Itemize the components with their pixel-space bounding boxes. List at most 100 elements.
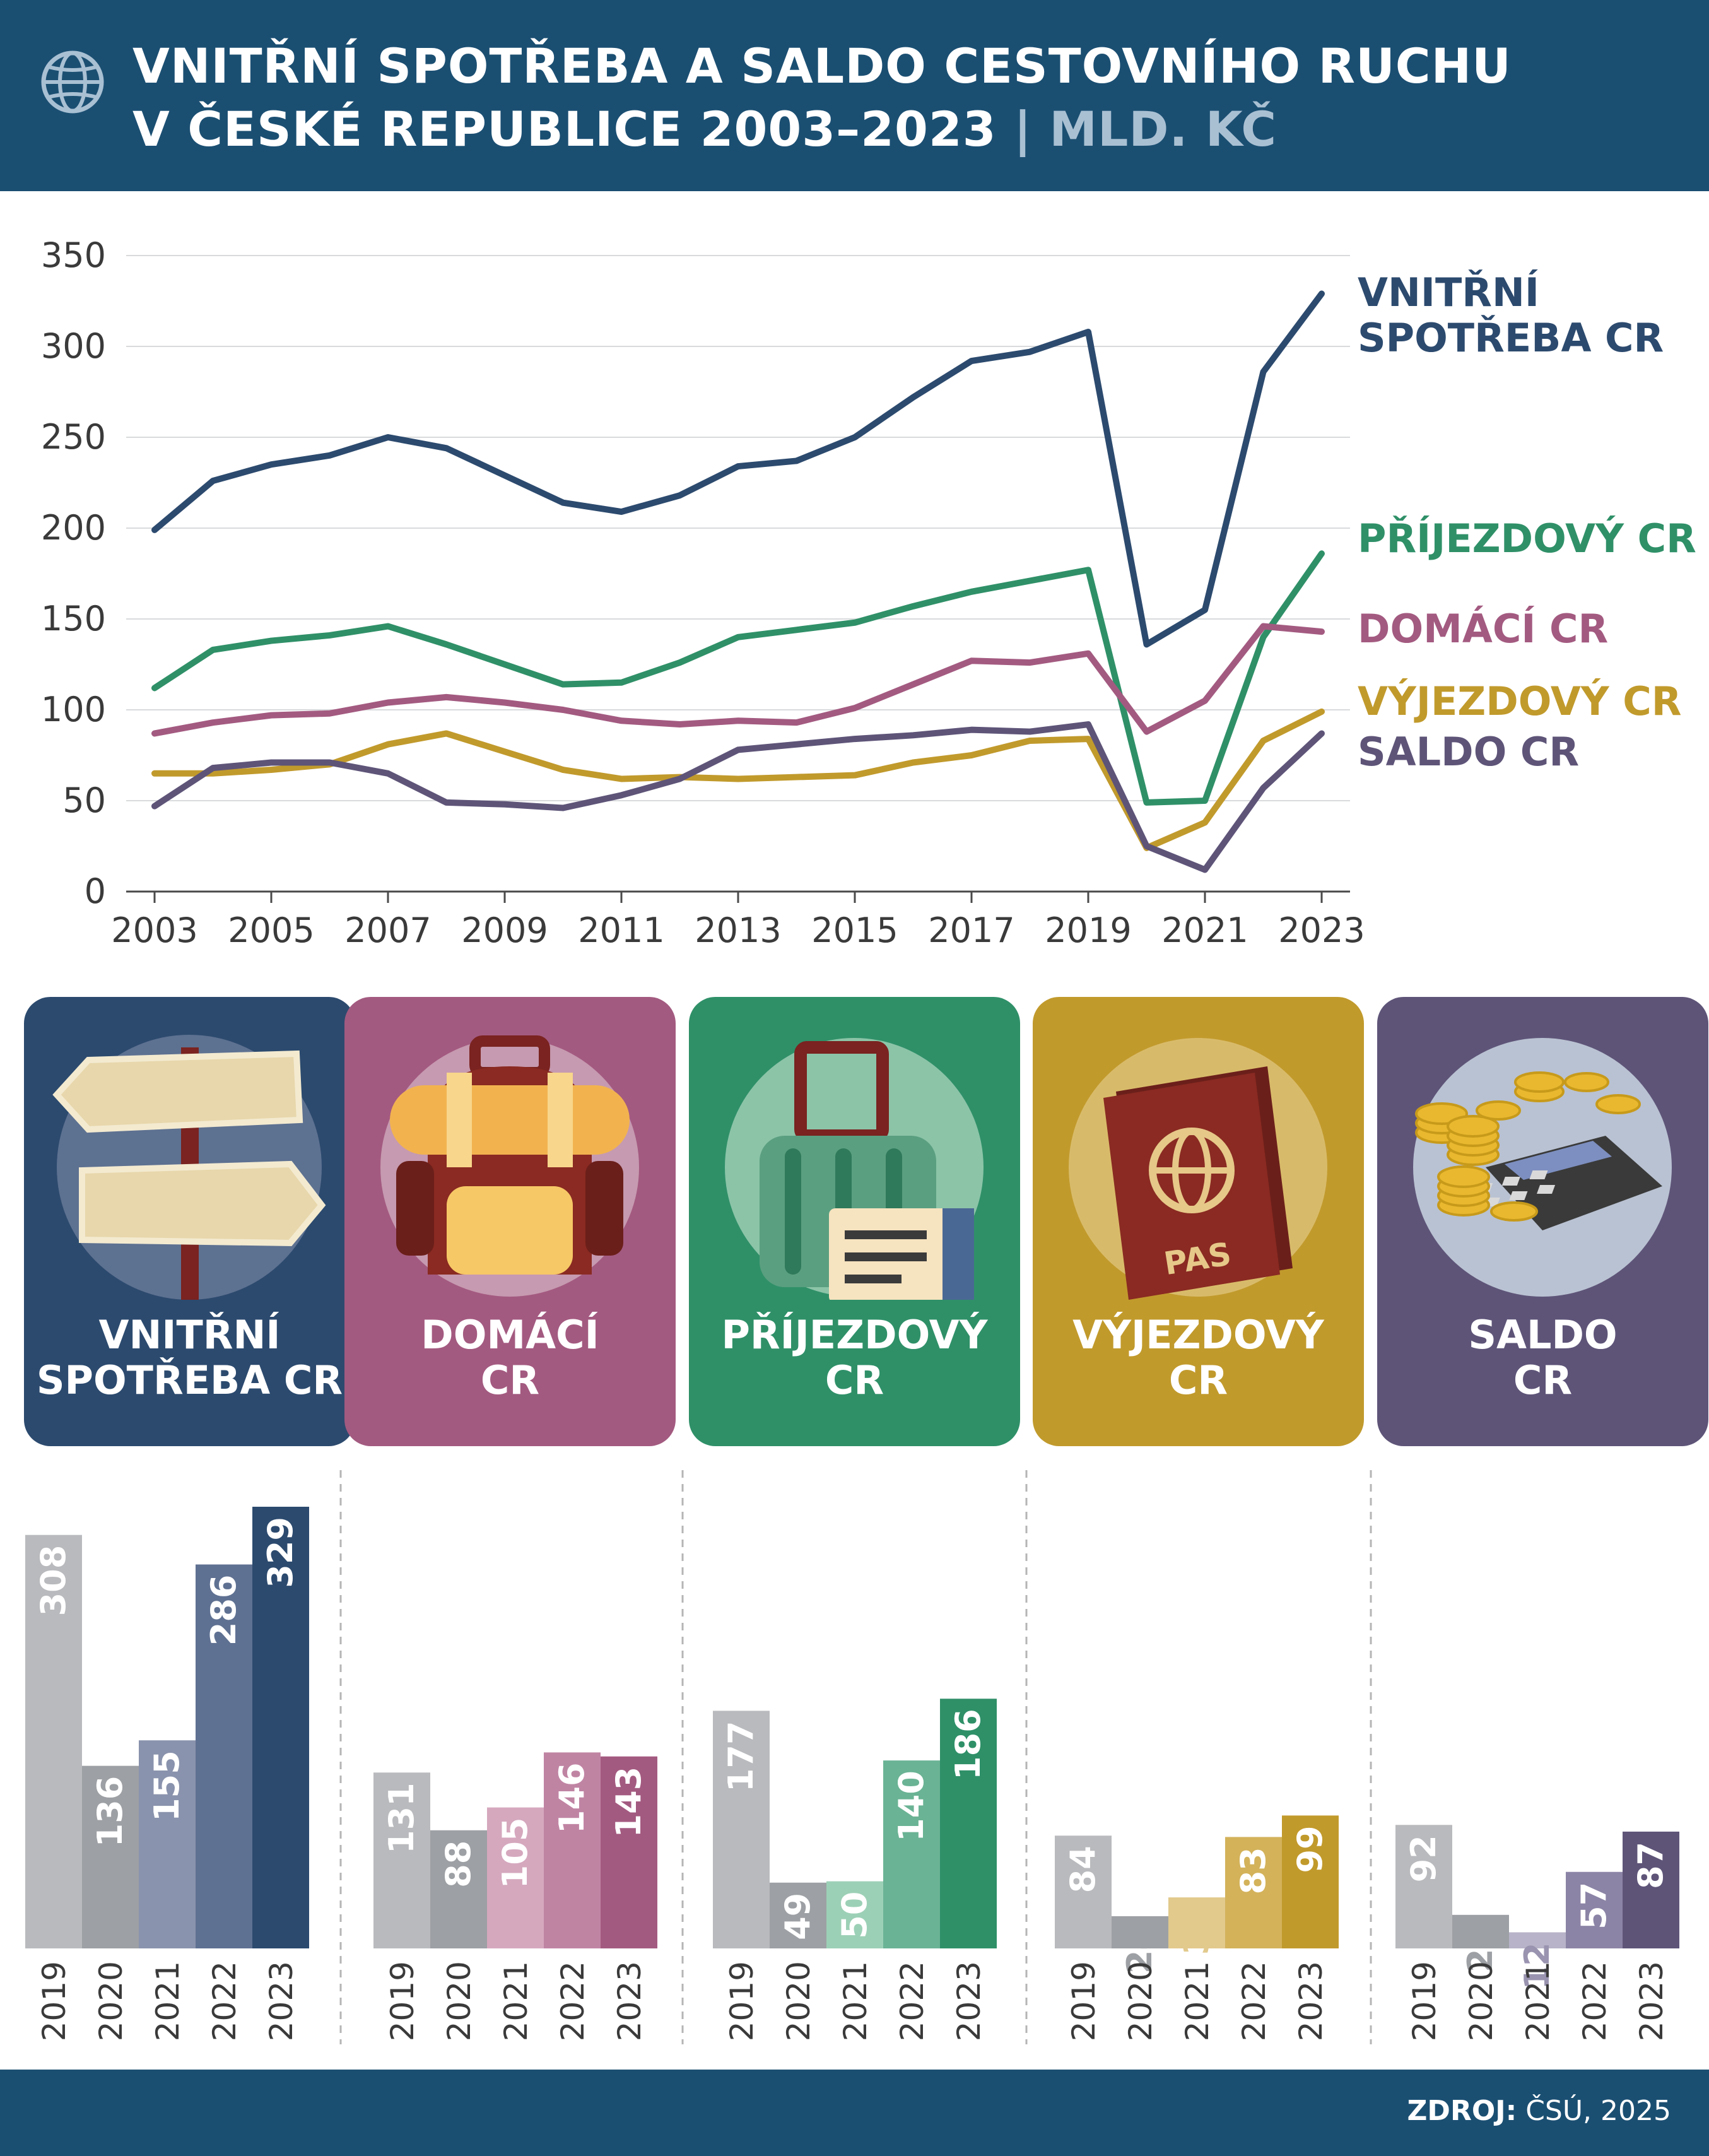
card-label-line1: DOMÁCÍ — [421, 1312, 599, 1358]
bar-value-label: 308 — [33, 1545, 73, 1617]
y-tick-label: 50 — [62, 781, 106, 820]
bar-value-label: 12 — [1517, 1942, 1557, 1989]
bar — [1225, 1837, 1282, 1948]
card-label: SALDO CR — [1377, 1312, 1708, 1403]
legend-label-saldo: SALDO CR — [1358, 729, 1579, 775]
bar-value-label: 92 — [1404, 1835, 1443, 1882]
card-label: PŘÍJEZDOVÝ CR — [689, 1312, 1020, 1403]
card-label-line2: CR — [480, 1357, 540, 1403]
x-tick-label: 2019 — [1045, 910, 1131, 950]
bar-category-label: 2021 — [150, 1961, 186, 2041]
bar-category-label: 2023 — [1293, 1961, 1329, 2041]
bar-category-label: 2022 — [206, 1961, 243, 2041]
bar-value-label: 99 — [1290, 1825, 1330, 1873]
bar-value-label: 88 — [438, 1841, 478, 1888]
bar-group-1: 308 2019 136 2020 155 2021 286 2022 329 2023 — [25, 1507, 309, 2041]
bar-value-label: 105 — [495, 1818, 535, 1889]
bar-value-label: 140 — [891, 1770, 931, 1842]
bar — [25, 1535, 82, 1948]
bar — [1055, 1835, 1112, 1948]
card-label-line2: CR — [825, 1357, 884, 1403]
source-note: ZDROJ: ČSÚ, 2025 — [1407, 2095, 1671, 2127]
bar-value-label: 131 — [382, 1782, 421, 1854]
bar — [1623, 1831, 1679, 1948]
bar-value-label: 136 — [90, 1776, 130, 1847]
bar — [826, 1881, 883, 1948]
y-tick-label: 150 — [41, 599, 106, 639]
passport-icon: PAS — [1069, 1038, 1327, 1300]
bar-value-label: 146 — [552, 1762, 592, 1834]
x-tick-label: 2023 — [1278, 910, 1365, 950]
bar — [713, 1711, 770, 1948]
y-tick-label: 200 — [41, 508, 106, 548]
bar-charts: 308 2019 136 2020 155 2021 286 2022 329 2023 131 20… — [25, 1470, 1679, 2044]
bar-group-3: 177 2019 49 2020 50 2021 140 2022 186 2023 — [713, 1699, 997, 2041]
card-label-line1: VÝJEZDOVÝ — [1072, 1312, 1324, 1358]
bar — [883, 1760, 940, 1948]
bar-category-label: 2022 — [894, 1961, 931, 2041]
bar-group-2: 131 2019 88 2020 105 2021 146 2022 143 2023 — [373, 1752, 657, 2041]
legend-label-prijezdovy: PŘÍJEZDOVÝ CR — [1358, 515, 1696, 562]
bar-category-label: 2022 — [1236, 1961, 1272, 2041]
legend-label-vyjezdovy: VÝJEZDOVÝ CR — [1358, 678, 1681, 724]
x-tick-label: 2021 — [1161, 910, 1248, 950]
bar-value-label: 25 — [1460, 1925, 1500, 1972]
card-label-line2: CR — [1513, 1357, 1573, 1403]
bar-chart-dividers — [339, 1470, 1372, 2044]
bar — [373, 1772, 430, 1948]
bar-category-label: 2019 — [1066, 1961, 1102, 2041]
bar-chart-groups: 308 2019 136 2020 155 2021 286 2022 329 2023 131 20… — [25, 1507, 1679, 2041]
card-domaci: DOMÁCÍ CR — [344, 997, 676, 1446]
title-line-2: V ČESKÉ REPUBLICE 2003–2023 | MLD. KČ — [132, 98, 1512, 161]
series-line-prijezdovy — [151, 550, 1325, 806]
card-label: DOMÁCÍ CR — [344, 1312, 676, 1403]
bar-value-label: 24 — [1120, 1926, 1160, 1974]
card-prijezdovy: PŘÍJEZDOVÝ CR — [689, 997, 1020, 1446]
source-value: ČSÚ, 2025 — [1517, 2095, 1671, 2127]
coins-calculator-icon — [1413, 1038, 1672, 1297]
bar-value-label: 83 — [1233, 1847, 1273, 1894]
line-chart-y-ticks: 0 50 100 150 200 250 300 350 — [41, 235, 106, 911]
bar-value-label: 87 — [1631, 1842, 1671, 1889]
bar-category-label: 2020 — [93, 1961, 129, 2041]
bar — [770, 1882, 826, 1948]
bar-value-label: 186 — [948, 1709, 988, 1780]
bar — [252, 1507, 309, 1948]
bar-value-label: 84 — [1063, 1846, 1103, 1893]
bar-category-label: 2022 — [555, 1961, 591, 2041]
card-vnitrni: VNITŘNÍ SPOTŘEBA CR — [24, 997, 355, 1446]
bar-category-label: 2023 — [263, 1961, 300, 2041]
suitcase-ticket-icon — [725, 1038, 984, 1300]
bar-value-label: 155 — [147, 1750, 187, 1822]
bar-value-label: 50 — [835, 1892, 874, 1939]
bar — [139, 1740, 196, 1948]
bar-value-label: 38 — [1177, 1907, 1216, 1955]
title-line-1: VNITŘNÍ SPOTŘEBA A SALDO CESTOVNÍHO RUCH… — [132, 38, 1512, 94]
x-tick-label: 2005 — [228, 910, 314, 950]
bar-category-label: 2022 — [1577, 1961, 1613, 2041]
bar — [1509, 1932, 1566, 1948]
bar-category-label: 2020 — [1122, 1961, 1159, 2041]
bar-category-label: 2020 — [1463, 1961, 1500, 2041]
backpack-icon — [380, 1035, 639, 1297]
line-chart-grid — [126, 255, 1350, 893]
bar — [487, 1807, 544, 1948]
bar — [196, 1564, 252, 1948]
bar-category-label: 2019 — [36, 1961, 73, 2041]
card-label-line2: CR — [1168, 1357, 1228, 1403]
category-cards: VNITŘNÍ SPOTŘEBA CR DOMÁCÍ CR — [0, 997, 1709, 1448]
line-chart-x-ticks: 2003 2005 2007 2009 2011 2013 2015 2017 2019 2021… — [111, 892, 1365, 950]
bar — [1168, 1897, 1225, 1948]
y-tick-label: 350 — [41, 235, 106, 275]
series-line-domaci — [151, 623, 1325, 737]
bar-category-label: 2020 — [441, 1961, 478, 2041]
x-tick-label: 2009 — [461, 910, 548, 950]
bar-value-label: 329 — [261, 1517, 300, 1588]
card-label-line1: PŘÍJEZDOVÝ — [721, 1312, 988, 1358]
bar-value-label: 177 — [721, 1721, 761, 1792]
bar-category-label: 2021 — [1179, 1961, 1216, 2041]
card-label-line2: SPOTŘEBA CR — [36, 1357, 343, 1403]
title-line-2-text: V ČESKÉ REPUBLICE 2003–2023 — [132, 101, 997, 157]
card-saldo: SALDO CR — [1377, 997, 1708, 1446]
